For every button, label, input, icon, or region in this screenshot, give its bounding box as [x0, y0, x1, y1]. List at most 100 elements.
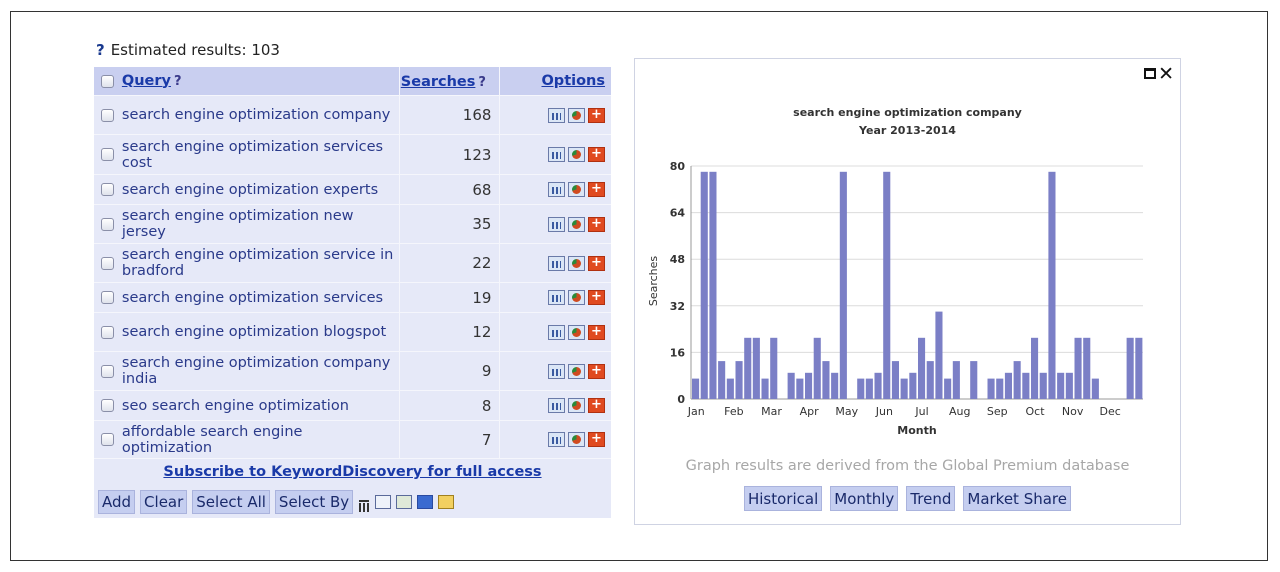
- query-sort-link[interactable]: Query: [121, 72, 171, 89]
- bar-chart-icon[interactable]: [548, 398, 565, 413]
- row-checkbox[interactable]: [101, 183, 115, 196]
- bar-chart-icon[interactable]: [548, 216, 565, 232]
- trash-icon[interactable]: [358, 497, 371, 512]
- options-cell: +: [500, 290, 611, 305]
- add-icon[interactable]: +: [588, 216, 605, 232]
- add-icon[interactable]: +: [588, 255, 605, 271]
- pie-chart-icon[interactable]: [568, 255, 585, 271]
- maximize-icon[interactable]: [1144, 68, 1157, 79]
- help-icon[interactable]: ?: [96, 41, 105, 59]
- chart-button-historical[interactable]: Historical: [743, 486, 823, 511]
- chart-button-monthly[interactable]: Monthly: [830, 486, 899, 511]
- pie-chart-icon[interactable]: [568, 398, 585, 413]
- dns-icon[interactable]: [417, 494, 434, 509]
- query-cell[interactable]: affordable search engine optimization: [121, 423, 303, 456]
- pie-chart-icon[interactable]: [568, 107, 585, 123]
- bar-chart-icon[interactable]: [548, 432, 565, 447]
- estimated-results: ? Estimated results: 103: [96, 41, 280, 59]
- column-divider: [499, 283, 501, 312]
- query-cell[interactable]: search engine optimization blogspot: [121, 324, 387, 340]
- add-button[interactable]: Add: [98, 489, 136, 514]
- query-cell[interactable]: search engine optimization service in br…: [121, 247, 394, 279]
- pie-chart-icon[interactable]: [568, 324, 585, 340]
- query-cell[interactable]: search engine optimization company: [121, 107, 391, 123]
- add-icon[interactable]: +: [588, 324, 605, 340]
- pie-chart-icon[interactable]: [568, 432, 585, 447]
- clear-button[interactable]: Clear: [140, 489, 188, 514]
- pie-chart-icon[interactable]: [568, 147, 585, 162]
- bar: [1022, 372, 1030, 399]
- column-divider: [499, 244, 501, 282]
- query-cell[interactable]: search engine optimization services: [121, 289, 384, 306]
- x-tick-label: Dec: [1100, 405, 1121, 418]
- row-checkbox-cell: [94, 148, 122, 161]
- bar: [935, 311, 943, 399]
- pie-chart-icon[interactable]: [568, 182, 585, 197]
- row-checkbox-cell: [94, 183, 122, 196]
- x-tick-label: May: [835, 405, 858, 418]
- row-checkbox[interactable]: [101, 217, 115, 231]
- graph-icon[interactable]: [375, 494, 392, 509]
- add-icon[interactable]: +: [588, 363, 605, 379]
- select-by-button[interactable]: Select By: [274, 489, 354, 514]
- table-header: Query? Searches? Options: [94, 67, 611, 96]
- pie-chart-icon[interactable]: [568, 290, 585, 305]
- select-all-checkbox-cell: [94, 74, 122, 88]
- add-icon[interactable]: +: [588, 182, 605, 197]
- row-checkbox[interactable]: [101, 364, 115, 378]
- select-all-checkbox[interactable]: [101, 74, 115, 88]
- row-checkbox[interactable]: [101, 148, 115, 161]
- row-checkbox[interactable]: [101, 291, 115, 304]
- bar-chart-icon[interactable]: [548, 363, 565, 379]
- bar-chart-icon[interactable]: [548, 290, 565, 305]
- add-icon[interactable]: +: [588, 147, 605, 162]
- add-icon[interactable]: +: [588, 432, 605, 447]
- bar: [735, 361, 743, 399]
- searches-help-icon[interactable]: ?: [478, 75, 486, 90]
- close-icon[interactable]: ✕: [1158, 63, 1174, 85]
- select-all-button[interactable]: Select All: [192, 489, 270, 514]
- pie-chart-icon[interactable]: [568, 216, 585, 232]
- query-cell[interactable]: search engine optimization company india: [121, 355, 391, 387]
- query-cell[interactable]: search engine optimization services cost: [121, 138, 384, 171]
- pie-chart-icon[interactable]: [568, 363, 585, 379]
- export-icon[interactable]: [396, 494, 413, 509]
- table-row: affordable search engine optimization 7 +: [94, 421, 611, 459]
- searches-cell: 9: [481, 362, 492, 380]
- add-icon[interactable]: +: [588, 290, 605, 305]
- table-row: search engine optimization experts 68 +: [94, 175, 611, 205]
- add-icon[interactable]: +: [588, 107, 605, 123]
- bar-chart-icon[interactable]: [548, 182, 565, 197]
- row-checkbox[interactable]: [101, 325, 115, 339]
- row-checkbox[interactable]: [101, 433, 115, 446]
- options-link[interactable]: Options: [541, 73, 606, 89]
- column-divider: [398, 421, 400, 458]
- bar: [822, 361, 830, 399]
- row-checkbox-cell: [94, 325, 122, 339]
- query-cell[interactable]: search engine optimization new jersey: [121, 208, 354, 240]
- bar: [1065, 372, 1073, 399]
- column-divider: [499, 421, 501, 458]
- chart-button-trend[interactable]: Trend: [906, 486, 956, 511]
- x-tick-label: Sep: [987, 405, 1008, 418]
- y-axis-label: Searches: [647, 256, 660, 307]
- bar-chart-icon[interactable]: [548, 324, 565, 340]
- row-checkbox[interactable]: [101, 256, 115, 270]
- chart-button-market-share[interactable]: Market Share: [963, 486, 1071, 511]
- query-help-icon[interactable]: ?: [173, 73, 182, 89]
- query-cell[interactable]: seo search engine optimization: [121, 397, 349, 414]
- bar-chart-icon[interactable]: [548, 147, 565, 162]
- searches-cell: 35: [472, 215, 492, 233]
- y-tick-label: 32: [670, 300, 685, 313]
- subscribe-link[interactable]: Subscribe to KeywordDiscovery for full a…: [163, 464, 542, 480]
- bar: [900, 378, 908, 399]
- report-icon[interactable]: [438, 494, 455, 509]
- bar-chart-icon[interactable]: [548, 255, 565, 271]
- query-cell[interactable]: search engine optimization experts: [121, 181, 379, 198]
- row-checkbox[interactable]: [101, 108, 115, 122]
- row-checkbox[interactable]: [101, 399, 115, 412]
- bar-chart-icon[interactable]: [548, 107, 565, 123]
- table-body: search engine optimization company 168 + se…: [94, 96, 611, 459]
- add-icon[interactable]: +: [588, 398, 605, 413]
- searches-sort-link[interactable]: Searches: [400, 74, 476, 90]
